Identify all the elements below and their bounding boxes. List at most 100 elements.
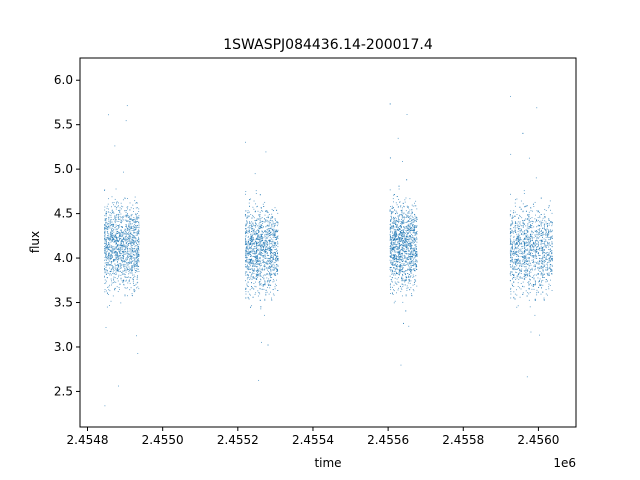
data-point: [395, 235, 397, 237]
data-point: [403, 243, 404, 244]
data-point: [135, 218, 137, 220]
data-point: [406, 216, 408, 218]
data-point: [532, 259, 534, 261]
data-point: [113, 260, 114, 262]
data-point: [112, 245, 114, 247]
data-point: [245, 266, 247, 267]
data-point: [120, 229, 122, 231]
data-point: [395, 210, 397, 212]
data-point: [118, 221, 120, 222]
data-point: [135, 255, 137, 257]
data-point: [545, 293, 547, 295]
data-point: [409, 268, 411, 270]
data-point: [121, 260, 123, 262]
data-point: [129, 240, 131, 242]
data-point: [254, 252, 256, 254]
data-point: [247, 212, 249, 214]
data-point: [132, 274, 134, 276]
data-point: [262, 260, 264, 262]
data-point: [125, 265, 127, 267]
data-point: [269, 241, 271, 242]
data-point: [406, 242, 408, 244]
data-point: [254, 220, 256, 221]
data-point: [394, 232, 396, 234]
data-point: [400, 223, 402, 225]
data-point: [104, 224, 106, 226]
data-point: [392, 254, 394, 256]
data-point: [114, 281, 115, 283]
data-point: [267, 344, 269, 346]
data-point: [134, 232, 136, 233]
data-point: [543, 297, 545, 299]
data-point: [514, 266, 516, 268]
data-point: [126, 220, 127, 222]
data-point: [116, 253, 117, 255]
data-point: [259, 243, 261, 245]
data-point: [136, 244, 138, 246]
data-point: [259, 242, 261, 244]
data-point: [252, 235, 254, 237]
data-point: [399, 250, 401, 252]
data-point: [105, 226, 107, 227]
data-point: [259, 226, 261, 228]
data-point: [538, 281, 539, 283]
data-point: [414, 268, 416, 270]
data-point: [535, 251, 537, 253]
data-point: [403, 218, 405, 220]
data-point: [392, 258, 393, 260]
data-point: [270, 222, 272, 224]
data-point: [538, 237, 540, 239]
data-point: [401, 276, 403, 278]
data-point: [110, 254, 112, 255]
data-point: [129, 220, 131, 222]
data-point: [127, 250, 129, 252]
data-point: [245, 249, 247, 251]
data-point: [272, 267, 274, 269]
data-point: [390, 220, 392, 222]
data-point: [135, 220, 137, 222]
data-point: [523, 255, 525, 257]
data-point: [524, 247, 525, 249]
data-point: [134, 229, 136, 231]
data-point: [397, 206, 399, 208]
data-point: [516, 224, 518, 226]
data-point: [275, 263, 277, 265]
data-point: [112, 282, 114, 284]
data-point: [390, 289, 392, 291]
data-point: [258, 214, 260, 216]
data-point: [114, 277, 116, 279]
data-point: [250, 254, 252, 256]
data-point: [262, 221, 264, 223]
data-point: [403, 255, 405, 257]
data-point: [135, 268, 137, 270]
data-point: [268, 248, 270, 250]
data-point: [104, 209, 106, 211]
data-point: [260, 207, 262, 209]
data-point: [412, 274, 414, 276]
data-point: [105, 220, 107, 222]
data-point: [390, 262, 392, 264]
data-point: [136, 255, 138, 256]
data-point: [124, 263, 126, 265]
data-point: [259, 246, 261, 248]
data-point: [258, 234, 260, 236]
data-point: [406, 242, 408, 244]
data-point: [129, 262, 131, 264]
data-point: [114, 289, 116, 291]
data-point: [247, 242, 249, 244]
data-point: [414, 244, 416, 246]
data-point: [106, 273, 107, 275]
data-point: [135, 265, 137, 266]
data-point: [267, 217, 269, 219]
data-point: [116, 237, 117, 239]
data-point: [245, 260, 247, 262]
data-point: [133, 256, 135, 258]
data-point: [395, 225, 397, 227]
data-point: [245, 271, 247, 273]
data-point: [269, 267, 271, 269]
data-point: [539, 228, 541, 229]
data-point: [137, 250, 139, 251]
data-point: [270, 269, 272, 271]
data-point: [274, 286, 276, 288]
data-point: [407, 259, 409, 261]
